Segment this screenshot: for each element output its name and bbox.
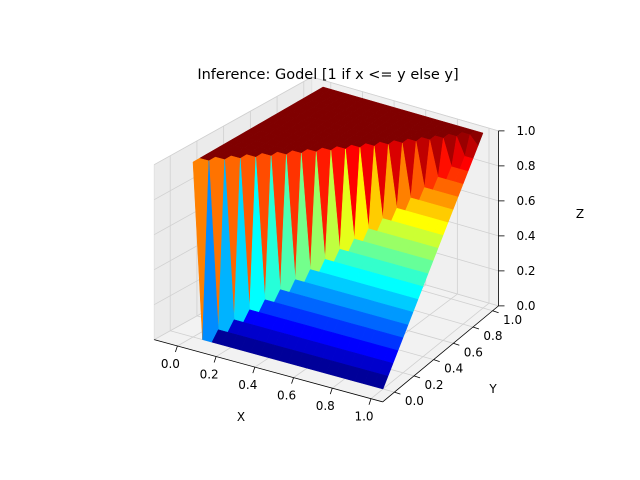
x-tick-label: 0.4 (238, 378, 257, 392)
x-tick-label: 0.6 (277, 389, 296, 403)
y-tick (492, 310, 499, 314)
z-tick-label: 0.8 (516, 159, 535, 173)
y-tick (413, 375, 421, 379)
grid-line (153, 76, 313, 166)
z-tick-label: 0.6 (516, 194, 535, 208)
x-tick-label: 0.8 (316, 399, 335, 413)
z-tick-label: 1.0 (516, 124, 535, 138)
z-tick-label: 0.4 (516, 229, 535, 243)
x-tick (175, 345, 178, 353)
surface-patch (373, 373, 389, 390)
z-tick-label: 0.0 (516, 299, 535, 313)
y-tick-label: 0.8 (483, 329, 502, 343)
y-axis-line (382, 305, 499, 403)
x-tick (291, 377, 294, 384)
x-tick-label: 1.0 (354, 410, 373, 424)
y-axis-label: Y (488, 382, 497, 396)
y-tick-label: 0.2 (424, 378, 443, 392)
y-tick (394, 391, 401, 395)
x-tick (329, 388, 333, 395)
x-tick (213, 356, 217, 363)
y-tick-label: 1.0 (503, 313, 522, 327)
x-axis-line (154, 339, 383, 403)
x-tick-label: 0.2 (200, 368, 219, 382)
x-tick (252, 366, 256, 374)
y-tick (453, 342, 460, 346)
y-tick-label: 0.0 (405, 394, 424, 408)
y-tick-label: 0.4 (444, 362, 463, 376)
z-axis-label: Z (576, 207, 584, 221)
grid-line (311, 76, 499, 132)
grid-line (370, 302, 490, 400)
axes: 0.00.00.00.20.20.20.40.40.40.60.60.60.80… (154, 124, 536, 424)
y-tick (433, 359, 440, 362)
x-tick-label: 0.0 (161, 357, 180, 371)
y-tick-label: 0.6 (464, 345, 483, 359)
x-axis-label: X (237, 410, 245, 424)
y-tick (472, 326, 480, 330)
z-tick-label: 0.2 (516, 264, 535, 278)
x-tick (368, 398, 372, 405)
chart-title: Inference: Godel [1 if x <= y else y] (197, 67, 458, 83)
surface (192, 86, 484, 390)
